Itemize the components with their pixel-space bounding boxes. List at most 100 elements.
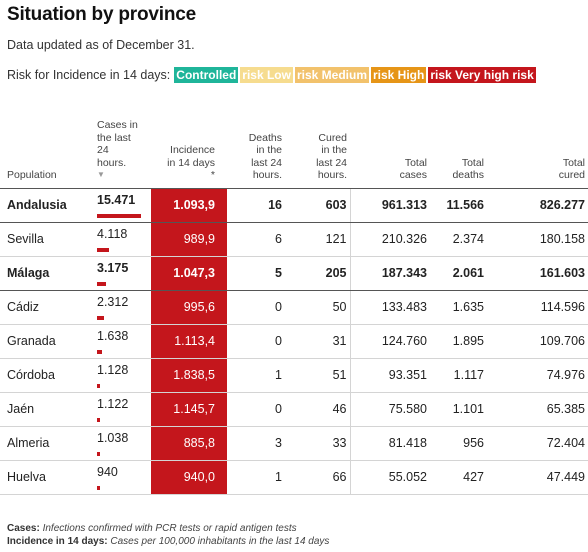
incidence-value: 1.093,9 [151, 188, 227, 223]
total-cured-value: 72.404 [487, 426, 588, 461]
cured-value: 31 [285, 324, 350, 359]
table-row[interactable]: Jaén 1.122 1.145,7 0 46 75.580 1.101 65.385 [0, 392, 588, 427]
footnote-incidence: Incidence in 14 days: Cases per 100,000 … [7, 536, 330, 547]
header-line: Incidence [170, 144, 215, 156]
header-total-cases-label: Total cases [353, 157, 427, 182]
total-cases-value: 55.052 [349, 460, 430, 495]
header-cured[interactable]: Cured in the last 24 hours. [285, 117, 350, 189]
table-row[interactable]: Cádiz 2.312 995,6 0 50 133.483 1.635 114.596 [0, 290, 588, 325]
cases-cell: 940 [85, 460, 151, 495]
cases-value: 1.038 [97, 430, 129, 445]
table-row[interactable]: Granada 1.638 1.113,4 0 31 124.760 1.895 109.70… [0, 324, 588, 359]
total-cases-value: 93.351 [349, 358, 430, 393]
risk-chips: Controlled risk Low risk Medium risk High ri… [174, 67, 537, 83]
page-title: Situation by province [7, 4, 196, 25]
cured-value: 121 [285, 222, 350, 257]
header-line: deaths [452, 169, 484, 181]
risk-chip: risk Very high risk [428, 67, 536, 83]
total-deaths-value: 2.061 [430, 256, 487, 291]
incidence-value: 885,8 [151, 426, 227, 461]
incidence-value: 995,6 [151, 290, 227, 325]
total-cases-value: 81.418 [349, 426, 430, 461]
header-line: hours. [317, 169, 347, 181]
cured-value: 46 [285, 392, 350, 427]
total-deaths-value: 11.566 [430, 188, 487, 223]
cases-bar [97, 451, 100, 456]
header-total-cases[interactable]: Total cases [350, 117, 430, 189]
cases-bar [97, 349, 102, 354]
header-total-cured-label: Total cured [490, 157, 585, 182]
total-deaths-value: 1.635 [430, 290, 487, 325]
total-cured-value: 47.449 [487, 460, 588, 495]
deaths-value: 5 [227, 256, 285, 291]
table-row[interactable]: Andalusia 15.471 1.093,9 16 603 961.313 11.566… [0, 188, 588, 223]
total-deaths-value: 427 [430, 460, 487, 495]
header-total-deaths-label: Total deaths [433, 157, 484, 182]
sort-desc-icon: ▼ [97, 170, 105, 179]
header-total-deaths[interactable]: Total deaths [430, 117, 487, 189]
total-cases-value: 133.483 [349, 290, 430, 325]
cured-value: 51 [285, 358, 350, 393]
table-row[interactable]: Córdoba 1.128 1.838,5 1 51 93.351 1.117 74.976 [0, 358, 588, 393]
header-line: in the [321, 144, 347, 156]
header-incidence[interactable]: Incidence in 14 days * [151, 117, 227, 189]
total-deaths-value: 2.374 [430, 222, 487, 257]
risk-legend: Risk for Incidence in 14 days: Controlle… [7, 67, 538, 83]
cases-bar [97, 485, 100, 490]
total-cases-value: 210.326 [349, 222, 430, 257]
risk-chip: risk Low [240, 67, 293, 83]
total-cases-value: 124.760 [349, 324, 430, 359]
header-cases[interactable]: Cases in the last 24 hours. ▼ [85, 117, 151, 189]
cases-bar [97, 417, 100, 422]
cases-bar [97, 383, 100, 388]
total-cured-value: 65.385 [487, 392, 588, 427]
header-line: in the [256, 144, 282, 156]
table-row[interactable]: Málaga 3.175 1.047,3 5 205 187.343 2.061 161.60… [0, 256, 588, 291]
table-row[interactable]: Huelva 940 940,0 1 66 55.052 427 47.449 [0, 460, 588, 495]
header-line: the last [97, 131, 131, 144]
update-date-text: Data updated as of December 31. [7, 38, 195, 52]
deaths-value: 1 [227, 460, 285, 495]
province-name: Sevilla [0, 222, 85, 257]
deaths-value: 0 [227, 324, 285, 359]
header-line: hours. [252, 169, 282, 181]
cured-value: 603 [285, 188, 350, 223]
deaths-value: 0 [227, 392, 285, 427]
cases-value: 1.122 [97, 396, 129, 411]
header-line: Total [404, 156, 427, 169]
deaths-value: 0 [227, 290, 285, 325]
header-line: hours. [97, 156, 127, 169]
header-line: Total [562, 156, 585, 169]
cases-value: 15.471 [97, 192, 136, 207]
province-name: Almeria [0, 426, 85, 461]
cases-bar [97, 247, 109, 252]
header-population[interactable]: Population [0, 117, 85, 189]
cured-value: 33 [285, 426, 350, 461]
deaths-value: 3 [227, 426, 285, 461]
total-cured-value: 109.706 [487, 324, 588, 359]
cases-bar [97, 281, 106, 286]
cured-value: 50 [285, 290, 350, 325]
total-cured-value: 161.603 [487, 256, 588, 291]
table-row[interactable]: Sevilla 4.118 989,9 6 121 210.326 2.374 180.158 [0, 222, 588, 257]
total-cured-value: 114.596 [487, 290, 588, 325]
total-cases-value: 187.343 [349, 256, 430, 291]
cases-value: 940 [97, 464, 118, 479]
deaths-value: 6 [227, 222, 285, 257]
header-incidence-star: * [210, 169, 215, 181]
header-cured-label: Cured in the last 24 hours. [288, 132, 347, 182]
province-name: Jaén [0, 392, 85, 427]
header-line: last 24 [316, 156, 347, 169]
header-line: cases [399, 169, 427, 181]
header-deaths[interactable]: Deaths in the last 24 hours. [227, 117, 285, 189]
risk-legend-label: Risk for Incidence in 14 days: [7, 68, 171, 82]
cases-value: 1.638 [97, 328, 129, 343]
header-total-cured[interactable]: Total cured [487, 117, 588, 189]
header-line: Deaths [248, 131, 282, 144]
header-incidence-label: Incidence in 14 days [154, 144, 215, 169]
header-deaths-label: Deaths in the last 24 hours. [230, 132, 282, 182]
cured-value: 66 [285, 460, 350, 495]
header-line: cured [558, 169, 585, 181]
table-row[interactable]: Almeria 1.038 885,8 3 33 81.418 956 72.404 [0, 426, 588, 461]
cases-cell: 1.128 [85, 358, 151, 393]
